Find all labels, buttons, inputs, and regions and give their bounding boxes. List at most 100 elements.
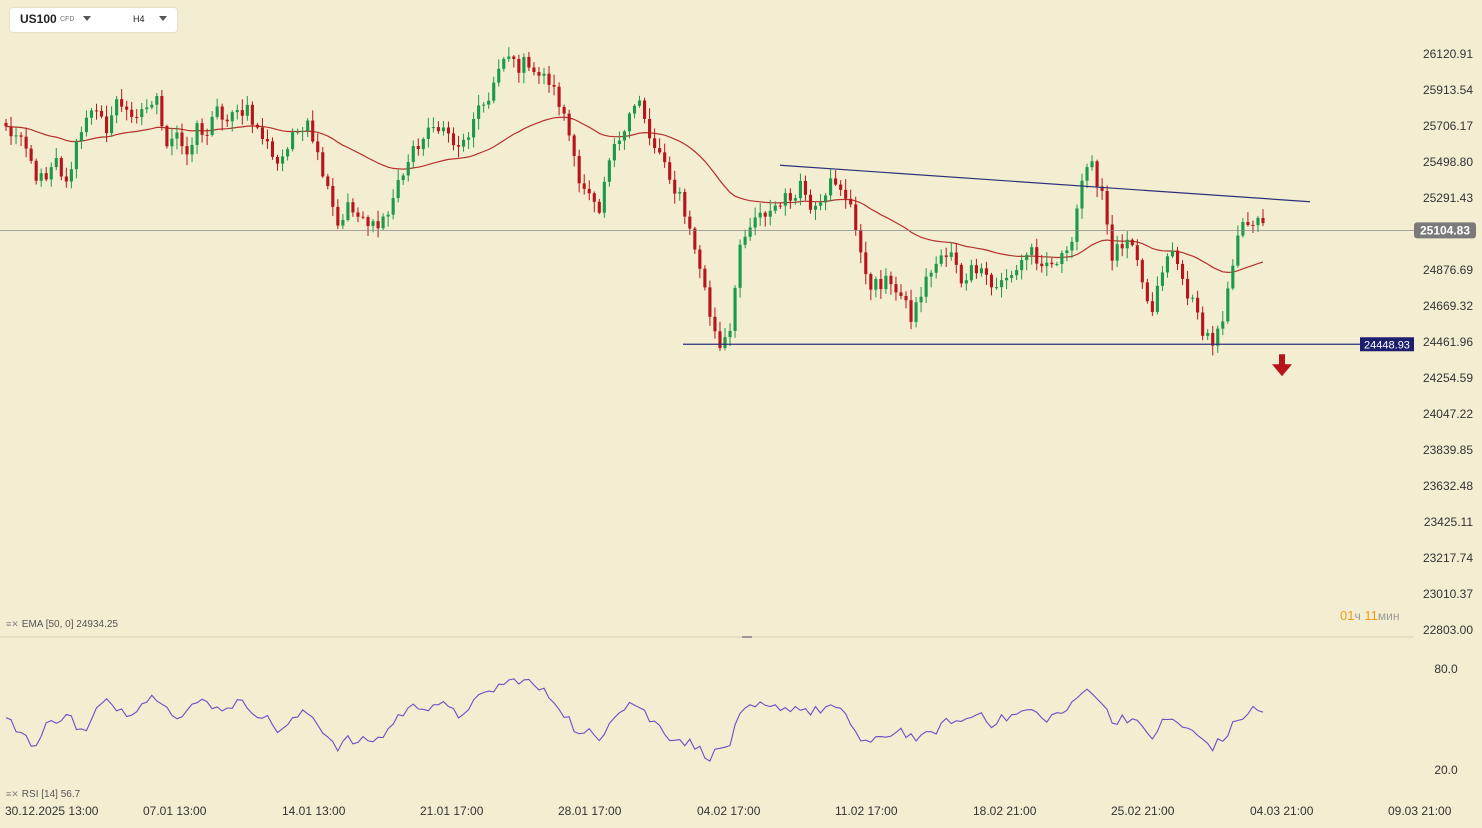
candle <box>773 201 777 214</box>
candle <box>728 323 732 347</box>
candle-body <box>532 67 536 73</box>
candle-body <box>230 112 234 122</box>
candle <box>39 168 43 187</box>
price-tick-label: 23217.74 <box>1423 551 1473 565</box>
candle-body <box>954 252 958 265</box>
candle-body <box>84 117 89 133</box>
candle-body <box>220 106 224 120</box>
candle-body <box>431 127 435 129</box>
price-tick-label: 23632.48 <box>1423 479 1473 493</box>
candle-body <box>698 249 702 269</box>
candle-body <box>1010 275 1014 278</box>
candle <box>934 256 938 279</box>
candle-body <box>994 287 999 289</box>
candle <box>854 196 858 236</box>
candle <box>1005 269 1009 290</box>
candle-body <box>366 217 370 226</box>
candle <box>999 272 1004 298</box>
candle-body <box>1186 278 1190 299</box>
candle <box>44 167 48 182</box>
candle <box>145 99 149 114</box>
candle <box>150 100 154 110</box>
candle <box>421 137 425 156</box>
candle-body <box>426 127 430 139</box>
time-tick-label: 30.12.2025 13:00 <box>5 804 99 818</box>
candle-body <box>637 100 642 106</box>
timeframe-chevron-down-icon[interactable] <box>159 16 167 21</box>
candle-body <box>904 295 908 301</box>
candle-body <box>924 276 928 297</box>
candle-body <box>713 316 717 332</box>
timeframe-selector[interactable]: H4 <box>133 14 145 24</box>
candle-body <box>1050 262 1054 265</box>
candle <box>240 99 244 125</box>
candle <box>1025 252 1029 271</box>
candle-body <box>1191 297 1195 299</box>
candle <box>497 59 501 87</box>
candle <box>351 198 355 217</box>
candle-body <box>1090 161 1094 168</box>
candle <box>1186 271 1190 306</box>
candle-body <box>14 135 18 137</box>
candle-body <box>19 135 23 137</box>
time-tick-label: 11.02 17:00 <box>835 804 898 818</box>
candle-body <box>336 206 340 226</box>
candle <box>748 217 752 241</box>
candle <box>1035 238 1039 271</box>
ema-indicator-label[interactable]: ≡✕ EMA [50, 0] 24934.25 <box>6 619 118 630</box>
candle-body <box>1261 217 1265 224</box>
candle-body <box>1226 288 1230 322</box>
candle <box>979 263 983 277</box>
candle-body <box>522 56 526 73</box>
candle <box>889 271 893 295</box>
candle-body <box>829 178 833 196</box>
candle-body <box>200 123 204 135</box>
candle-body <box>371 221 375 226</box>
candle <box>607 157 611 187</box>
price-tick-label: 25706.17 <box>1423 119 1473 133</box>
candle <box>472 112 476 148</box>
candle <box>612 138 616 168</box>
candle-body <box>120 99 124 107</box>
candle <box>813 201 818 221</box>
candle-body <box>34 160 38 181</box>
rsi-indicator-label[interactable]: ≡✕ RSI [14] 56.7 <box>6 789 80 800</box>
candle <box>522 53 526 84</box>
sell-arrow-head <box>1272 364 1292 377</box>
candle-body <box>1025 254 1029 261</box>
indicator-menu-icon[interactable]: ≡✕ <box>6 619 19 629</box>
candle-body <box>663 152 667 163</box>
candle <box>713 307 717 339</box>
candle <box>1070 236 1074 259</box>
candle-body <box>889 275 893 285</box>
candle-body <box>436 127 440 132</box>
indicator-menu-icon[interactable]: ≡✕ <box>6 789 19 799</box>
candle-body <box>356 212 360 217</box>
candle <box>255 122 259 130</box>
candle <box>155 93 159 115</box>
candle-body <box>557 86 561 107</box>
candle <box>235 104 239 120</box>
candle-body <box>979 268 983 274</box>
price-tick-label: 24669.32 <box>1423 299 1473 313</box>
candle <box>537 66 541 84</box>
candle <box>492 76 496 104</box>
symbol-name[interactable]: US100 <box>20 12 57 26</box>
symbol-toolbar[interactable]: US100 CFD H4 <box>10 8 177 32</box>
symbol-chevron-down-icon[interactable] <box>83 16 91 21</box>
candle <box>1145 278 1149 304</box>
candle <box>1080 173 1084 219</box>
rsi-level-label: 80.0 <box>1434 662 1458 676</box>
price-tick-label: 26120.91 <box>1423 47 1473 61</box>
candle-body <box>844 189 848 199</box>
candle <box>331 177 335 217</box>
candle-body <box>1170 250 1175 257</box>
candle <box>316 133 320 161</box>
trendlines-layer: 25104.83 24448.93 <box>0 164 1476 377</box>
candle <box>467 131 471 150</box>
time-tick-label: 14.01 13:00 <box>282 804 346 818</box>
candle-body <box>773 205 777 211</box>
candle-body <box>411 146 415 162</box>
candle <box>165 124 169 149</box>
